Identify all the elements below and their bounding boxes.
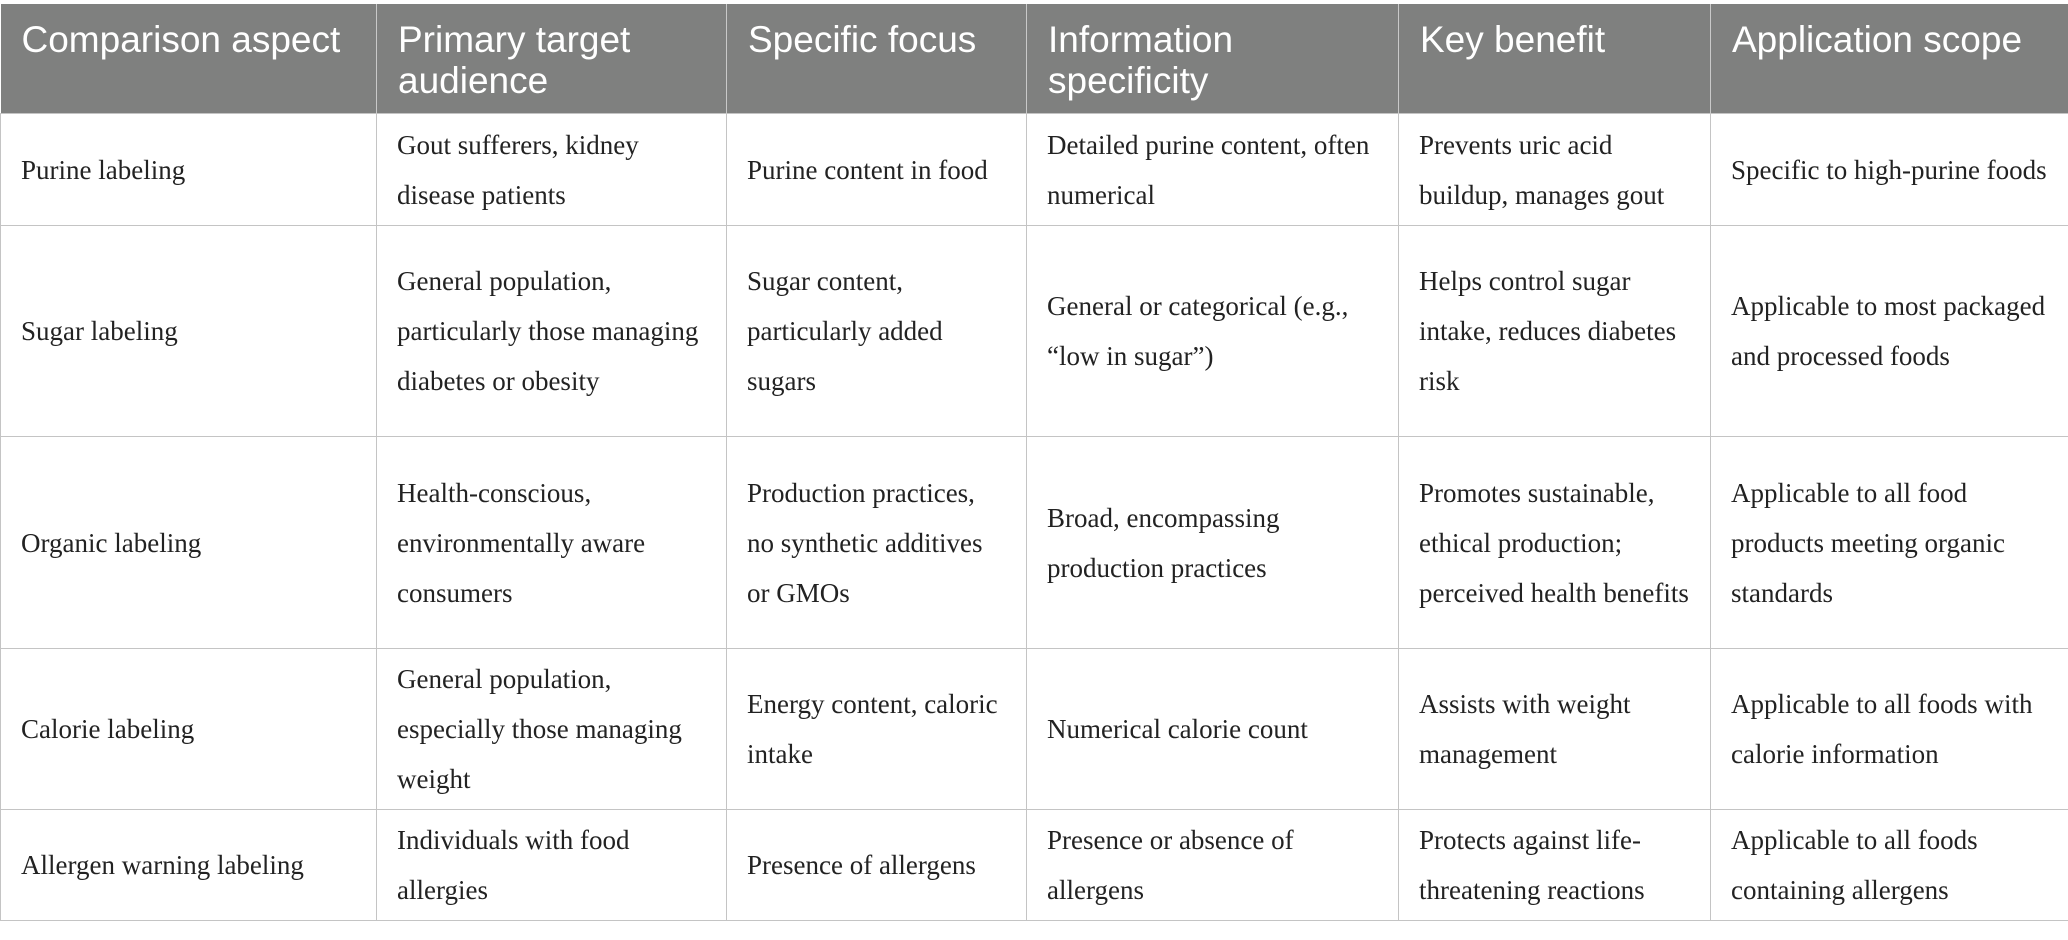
cell-information-specificity: Detailed purine content, often numerical bbox=[1026, 113, 1399, 226]
cell-comparison-aspect: Sugar labeling bbox=[0, 225, 377, 437]
cell-application-scope: Specific to high-purine foods bbox=[1710, 113, 2068, 226]
cell-information-specificity: Numerical calorie count bbox=[1026, 648, 1399, 810]
cell-primary-target-audience: General population, particularly those m… bbox=[376, 225, 727, 437]
cell-primary-target-audience: General population, especially those man… bbox=[376, 648, 727, 810]
column-header-primary-target-audience: Primary target audience bbox=[376, 4, 727, 114]
table-row-organic-labeling: Organic labeling Health-conscious, envir… bbox=[0, 436, 2068, 649]
table-row-allergen-warning-labeling: Allergen warning labeling Individuals wi… bbox=[0, 809, 2068, 921]
column-header-information-specificity: Information specificity bbox=[1026, 4, 1399, 114]
cell-specific-focus: Energy content, caloric intake bbox=[726, 648, 1027, 810]
column-header-comparison-aspect: Comparison aspect bbox=[0, 4, 377, 114]
comparison-table-container: Comparison aspect Primary target audienc… bbox=[0, 4, 2068, 921]
comparison-table: Comparison aspect Primary target audienc… bbox=[0, 4, 2068, 921]
cell-primary-target-audience: Health-conscious, environmentally aware … bbox=[376, 436, 727, 649]
cell-application-scope: Applicable to all foods with calorie inf… bbox=[1710, 648, 2068, 810]
cell-key-benefit: Protects against life-threatening reacti… bbox=[1398, 809, 1711, 921]
header-row: Comparison aspect Primary target audienc… bbox=[0, 4, 2068, 114]
cell-key-benefit: Helps control sugar intake, reduces diab… bbox=[1398, 225, 1711, 437]
cell-key-benefit: Prevents uric acid buildup, manages gout bbox=[1398, 113, 1711, 226]
cell-information-specificity: Presence or absence of allergens bbox=[1026, 809, 1399, 921]
table-row-purine-labeling: Purine labeling Gout sufferers, kidney d… bbox=[0, 113, 2068, 226]
cell-application-scope: Applicable to all food products meeting … bbox=[1710, 436, 2068, 649]
cell-comparison-aspect: Calorie labeling bbox=[0, 648, 377, 810]
table-header: Comparison aspect Primary target audienc… bbox=[0, 4, 2068, 114]
cell-specific-focus: Production practices, no synthetic addit… bbox=[726, 436, 1027, 649]
cell-key-benefit: Assists with weight management bbox=[1398, 648, 1711, 810]
cell-specific-focus: Purine content in food bbox=[726, 113, 1027, 226]
cell-primary-target-audience: Gout sufferers, kidney disease patients bbox=[376, 113, 727, 226]
cell-key-benefit: Promotes sustainable, ethical production… bbox=[1398, 436, 1711, 649]
cell-application-scope: Applicable to all foods containing aller… bbox=[1710, 809, 2068, 921]
column-header-key-benefit: Key benefit bbox=[1398, 4, 1711, 114]
table-row-calorie-labeling: Calorie labeling General population, esp… bbox=[0, 648, 2068, 810]
table-row-sugar-labeling: Sugar labeling General population, parti… bbox=[0, 225, 2068, 437]
cell-information-specificity: General or categorical (e.g., “low in su… bbox=[1026, 225, 1399, 437]
column-header-specific-focus: Specific focus bbox=[726, 4, 1027, 114]
cell-primary-target-audience: Individuals with food allergies bbox=[376, 809, 727, 921]
cell-application-scope: Applicable to most packaged and processe… bbox=[1710, 225, 2068, 437]
cell-information-specificity: Broad, encompassing production practices bbox=[1026, 436, 1399, 649]
cell-comparison-aspect: Organic labeling bbox=[0, 436, 377, 649]
cell-specific-focus: Presence of allergens bbox=[726, 809, 1027, 921]
cell-comparison-aspect: Allergen warning labeling bbox=[0, 809, 377, 921]
column-header-application-scope: Application scope bbox=[1710, 4, 2068, 114]
table-body: Purine labeling Gout sufferers, kidney d… bbox=[0, 113, 2068, 921]
cell-specific-focus: Sugar content, particularly added sugars bbox=[726, 225, 1027, 437]
cell-comparison-aspect: Purine labeling bbox=[0, 113, 377, 226]
